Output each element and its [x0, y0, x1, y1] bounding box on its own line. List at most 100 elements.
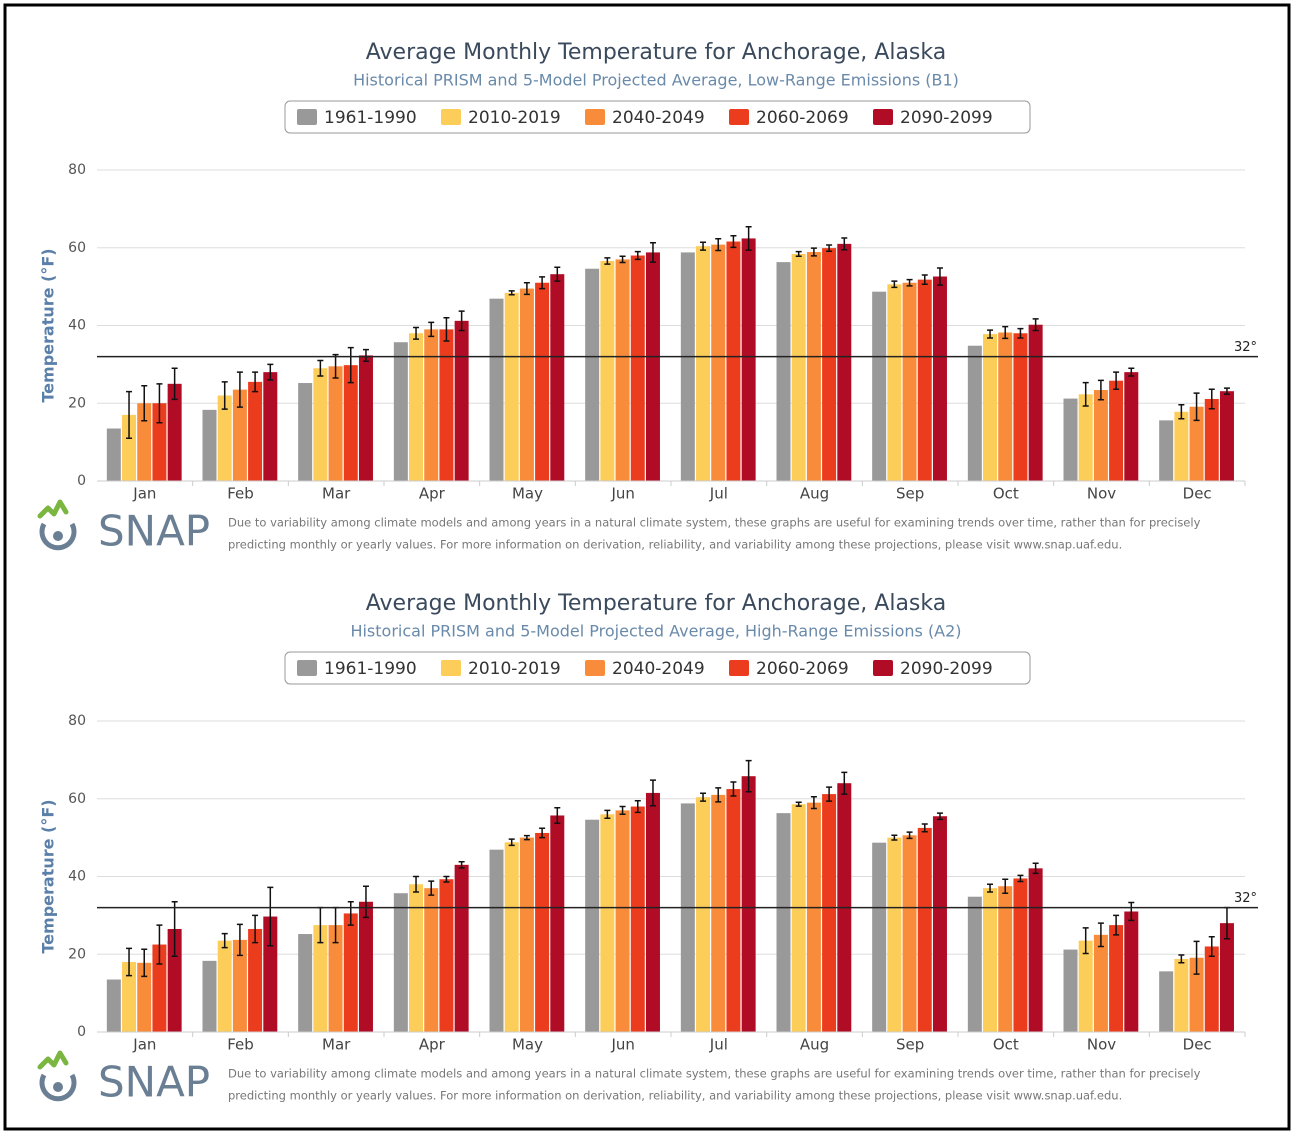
bar [137, 962, 152, 1032]
error-bar [236, 923, 243, 957]
error-bar [634, 799, 641, 814]
bar [1093, 390, 1108, 481]
y-tick-label: 60 [68, 791, 86, 807]
x-tick-label: Feb [227, 1036, 254, 1054]
legend-label: 2040-2049 [612, 659, 705, 679]
bar [1189, 957, 1204, 1032]
bar [887, 284, 902, 481]
bar [343, 365, 358, 481]
x-tick-label: Sep [896, 485, 924, 503]
y-tick-label: 40 [68, 318, 86, 334]
bar [167, 383, 182, 481]
error-bar [332, 353, 339, 379]
bar [983, 334, 998, 481]
bar [791, 253, 806, 481]
bar [137, 403, 152, 481]
x-tick-label: Jul [709, 485, 728, 503]
x-tick-label: Nov [1087, 1036, 1116, 1054]
legend-swatch [729, 109, 749, 125]
y-tick-label: 80 [68, 713, 86, 729]
error-bar [715, 787, 722, 803]
logo-spark [37, 499, 69, 519]
x-tick-label: Aug [800, 485, 829, 503]
bar [504, 292, 519, 481]
legend-swatch [441, 660, 461, 676]
bar [519, 288, 534, 481]
error-bar [826, 244, 833, 252]
x-tick-label: Jun [610, 1036, 634, 1054]
x-tick-label: Jan [132, 485, 156, 503]
chart-title: Average Monthly Temperature for Anchorag… [366, 591, 946, 616]
bar [409, 884, 424, 1032]
error-bar [141, 385, 148, 422]
error-bar [539, 276, 546, 290]
bar [711, 794, 726, 1032]
bar [122, 962, 137, 1032]
error-bar [1113, 914, 1120, 936]
x-tick-label: Sep [896, 1036, 924, 1054]
bar [1124, 911, 1139, 1032]
error-bar [1032, 318, 1039, 332]
legend-box [284, 100, 1031, 134]
bar [1028, 868, 1043, 1032]
legend-swatch [297, 660, 317, 676]
bar [248, 928, 263, 1032]
logo-ring [39, 522, 77, 551]
bar [872, 842, 887, 1032]
error-bar [1002, 325, 1009, 340]
x-tick-label: Mar [322, 1036, 351, 1054]
bar [585, 268, 600, 481]
error-bar [700, 792, 707, 802]
bar [313, 925, 328, 1032]
bar [535, 282, 550, 481]
error-bar [604, 257, 611, 265]
error-bar [156, 383, 163, 424]
error-bar [1193, 392, 1200, 422]
error-bar [619, 255, 626, 264]
bar [1189, 406, 1204, 481]
error-bar [267, 886, 274, 947]
error-bar [1128, 901, 1135, 922]
error-bar [221, 932, 228, 949]
note: predicting monthly or yearly values. For… [228, 1089, 1122, 1103]
legend-label: 2060-2069 [756, 659, 849, 679]
bar [902, 282, 917, 481]
bar [1159, 420, 1174, 481]
error-bar [841, 771, 848, 795]
error-bar [458, 310, 465, 332]
bar [998, 332, 1013, 481]
error-bar [1208, 936, 1215, 957]
bar [263, 916, 278, 1032]
note: predicting monthly or yearly values. For… [228, 538, 1122, 552]
y-tick-label: 80 [68, 162, 86, 178]
logo-dot [53, 1082, 63, 1092]
bar [806, 252, 821, 481]
x-tick-label: May [512, 485, 543, 503]
bar [917, 279, 932, 481]
bar [600, 814, 615, 1032]
y-tick-label: 20 [68, 946, 86, 962]
bar [1013, 333, 1028, 481]
error-bar [936, 267, 943, 286]
bar [630, 806, 645, 1032]
bar [393, 893, 408, 1032]
bar [791, 804, 806, 1032]
error-bar [649, 779, 656, 807]
error-bar [443, 316, 450, 342]
error-bar [1208, 388, 1215, 410]
legend-label: 2040-2049 [612, 108, 705, 128]
bar [424, 329, 439, 481]
error-bar [745, 759, 752, 793]
bar [393, 342, 408, 481]
bar [535, 832, 550, 1032]
bar [711, 244, 726, 481]
bar [585, 819, 600, 1032]
legend-swatch [441, 109, 461, 125]
error-bar [936, 812, 943, 821]
bar [217, 395, 232, 481]
bar [837, 243, 852, 481]
reference-label: 32° [1234, 891, 1257, 906]
bar [328, 366, 343, 481]
bar [1159, 971, 1174, 1032]
